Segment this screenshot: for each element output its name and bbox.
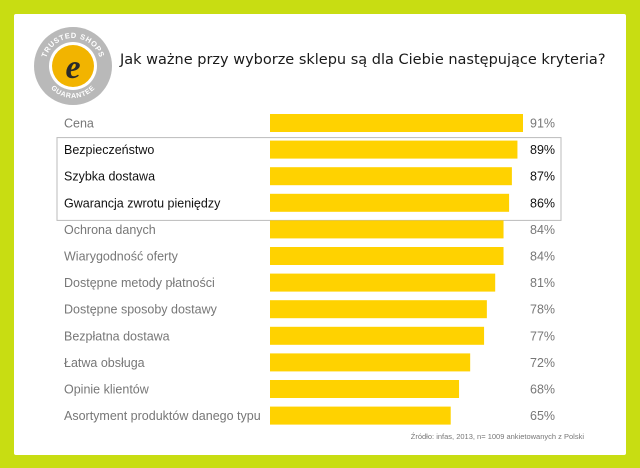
bar	[270, 353, 471, 372]
bar	[270, 273, 496, 292]
logo-letter: e	[65, 49, 80, 86]
value-label: 84%	[530, 223, 555, 237]
category-label: Bezpieczeństwo	[64, 143, 154, 157]
value-label: 65%	[530, 409, 555, 423]
bar-chart: Cena 91% Bezpieczeństwo 89% Szybka dostawa 87…	[56, 114, 562, 425]
bar	[270, 193, 510, 212]
logo-gold-circle	[52, 45, 94, 87]
category-label: Gwarancja zwrotu pieniędzy	[64, 196, 221, 210]
chart-title: Jak ważne przy wyborze sklepu są dla Cie…	[120, 52, 606, 68]
trusted-shops-logo: TRUSTED SHOPS GUARANTEE e	[34, 27, 112, 105]
source-note: Źródło: infas, 2013, n= 1009 ankietowany…	[410, 432, 584, 441]
category-label: Łatwa obsługa	[64, 356, 145, 370]
category-label: Dostępne sposoby dostawy	[64, 303, 218, 317]
value-label: 77%	[530, 329, 555, 343]
bar	[270, 247, 504, 265]
bar	[270, 300, 487, 319]
bar	[270, 167, 512, 186]
value-label: 72%	[530, 356, 555, 370]
category-label: Bezpłatna dostawa	[64, 329, 170, 343]
bar	[270, 380, 460, 398]
category-label: Cena	[64, 117, 94, 131]
bar	[270, 220, 504, 239]
chart-card: TRUSTED SHOPS GUARANTEE e Jak ważne przy…	[14, 14, 626, 455]
bar	[270, 140, 518, 159]
bar	[270, 114, 523, 132]
bar	[270, 326, 485, 345]
value-label: 87%	[530, 170, 555, 184]
bar	[270, 406, 451, 425]
value-label: 89%	[530, 143, 555, 157]
value-label: 78%	[530, 303, 555, 317]
category-label: Opinie klientów	[64, 383, 150, 397]
category-label: Ochrona danych	[64, 223, 156, 237]
category-label: Wiarygodność oferty	[64, 250, 179, 264]
value-label: 86%	[530, 196, 555, 210]
value-label: 84%	[530, 250, 555, 264]
category-label: Szybka dostawa	[64, 170, 155, 184]
value-label: 68%	[530, 383, 555, 397]
value-label: 81%	[530, 276, 555, 290]
category-label: Dostępne metody płatności	[64, 276, 215, 290]
category-label: Asortyment produktów danego typu	[64, 409, 261, 423]
value-label: 91%	[530, 117, 555, 131]
